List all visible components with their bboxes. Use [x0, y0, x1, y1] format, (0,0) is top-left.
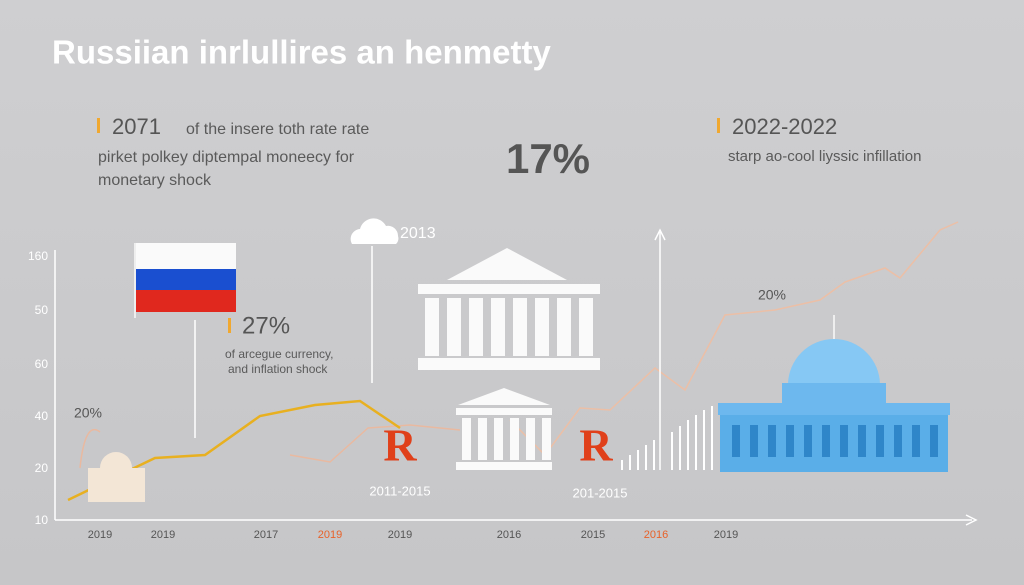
trend-line	[289, 424, 461, 463]
title: Russiian inrlullires an henmetty	[52, 34, 551, 71]
accent-bar	[228, 318, 231, 333]
callout-heading: 27%	[242, 312, 290, 339]
x-labels: 2019 2019 2017 2019 2019 2016 2015 2016 2019	[88, 529, 738, 541]
building-icon	[88, 452, 145, 502]
callout-text: monetary shock	[98, 172, 212, 189]
badge-caption: 201-2015	[573, 485, 628, 500]
callout-heading: 2071	[112, 114, 161, 139]
y-label: 160	[28, 249, 48, 263]
callout-text: starp ao-cool liyssic infillation	[728, 148, 921, 165]
axis-arrow	[965, 514, 978, 526]
x-label: 2016	[644, 529, 668, 541]
y-labels: 160 50 60 40 20 10	[28, 249, 48, 527]
y-label: 60	[35, 357, 49, 371]
building-icon	[418, 248, 600, 370]
x-label: 2015	[581, 529, 605, 541]
flag-stripe	[136, 290, 236, 312]
x-label: 2019	[151, 529, 175, 541]
cloud-icon	[350, 218, 399, 244]
cloud-label: 2013	[400, 225, 436, 242]
x-label: 2019	[88, 529, 112, 541]
callout-heading: 2022-2022	[732, 114, 837, 139]
y-label: 50	[35, 303, 49, 317]
callout-text: pirket polkey diptempal moneecy for	[98, 149, 355, 166]
x-label: 2017	[254, 529, 278, 541]
x-label: 2019	[318, 529, 342, 541]
badge-letter: R	[579, 420, 613, 471]
x-label: 2019	[714, 529, 738, 541]
big-figure: 17%	[506, 135, 590, 182]
y-label: 10	[35, 513, 49, 527]
x-label: 2016	[497, 529, 521, 541]
callout-text: and inflation shock	[228, 362, 328, 376]
x-label: 2019	[388, 529, 412, 541]
accent-bar	[97, 118, 100, 133]
flag-stripe	[136, 243, 236, 269]
trend-line	[509, 221, 959, 457]
tick-bars	[621, 406, 713, 470]
y-label: 40	[35, 409, 49, 423]
accent-bar	[717, 118, 720, 133]
percent-label: 20%	[758, 287, 786, 303]
building-windows	[732, 425, 938, 457]
connector	[79, 429, 101, 469]
callout-text: of arcegue currency,	[225, 347, 334, 361]
percent-label: 20%	[74, 405, 102, 421]
building-icon	[456, 388, 552, 470]
badge-caption: 2011-2015	[369, 483, 430, 498]
badge-letter: R	[383, 420, 417, 471]
arrow-head	[654, 228, 666, 241]
callout-text: of the insere toth rate rate	[186, 121, 369, 138]
flag-stripe	[136, 269, 236, 290]
y-label: 20	[35, 461, 49, 475]
